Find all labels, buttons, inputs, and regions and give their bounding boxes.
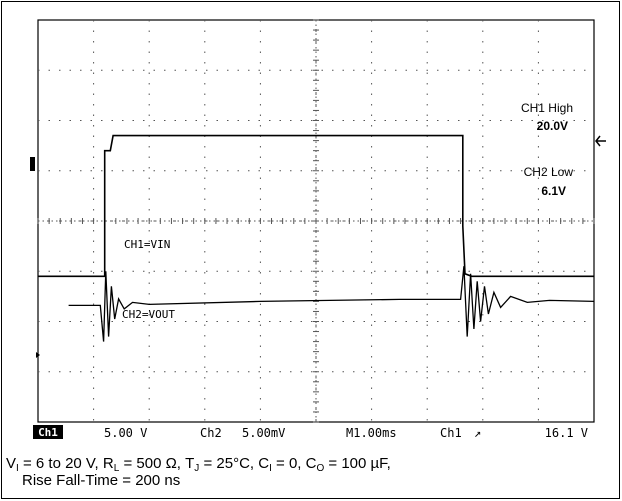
caption-line-2: Rise Fall-Time = 200 ns xyxy=(22,472,181,489)
figure-caption: VI = 6 to 20 V, RL = 500 Ω, TJ = 25°C, C… xyxy=(6,455,616,489)
trigger-level-marker xyxy=(595,135,606,147)
ch1-trace xyxy=(38,134,594,278)
grid xyxy=(37,19,595,423)
oscilloscope-screen: CH1=VIN CH2=VOUT CH1 High 20.0V CH2 Low … xyxy=(30,19,606,440)
ch2-scale: 5.00mV xyxy=(242,426,285,440)
ch2-label: Ch2 xyxy=(200,426,222,440)
ch1-high-value: 20.0V xyxy=(537,119,568,133)
ch1-badge: Ch1 xyxy=(38,426,58,439)
traces xyxy=(38,134,595,342)
ch2-low-value: 6.1V xyxy=(541,184,566,198)
trigger-position-marker xyxy=(36,352,40,358)
trigger-level: 16.1 V xyxy=(545,426,588,440)
caption-line-1: VI = 6 to 20 V, RL = 500 Ω, TJ = 25°C, C… xyxy=(6,455,391,474)
ch2-trace-label: CH2=VOUT xyxy=(122,308,175,321)
ch1-trace-label: CH1=VIN xyxy=(124,238,170,251)
ch1-high-title: CH1 High xyxy=(521,101,573,115)
ch1-scale: 5.00 V xyxy=(104,426,147,440)
ch1-badge-bg xyxy=(33,425,63,439)
trigger-slope-icon: ↗ xyxy=(474,426,481,440)
ch2-trace xyxy=(68,266,595,342)
trigger-source: Ch1 xyxy=(440,426,462,440)
ch2-low-title: CH2 Low xyxy=(524,165,574,179)
ch2-ground-marker xyxy=(30,157,35,171)
timebase: M1.00ms xyxy=(346,426,397,440)
